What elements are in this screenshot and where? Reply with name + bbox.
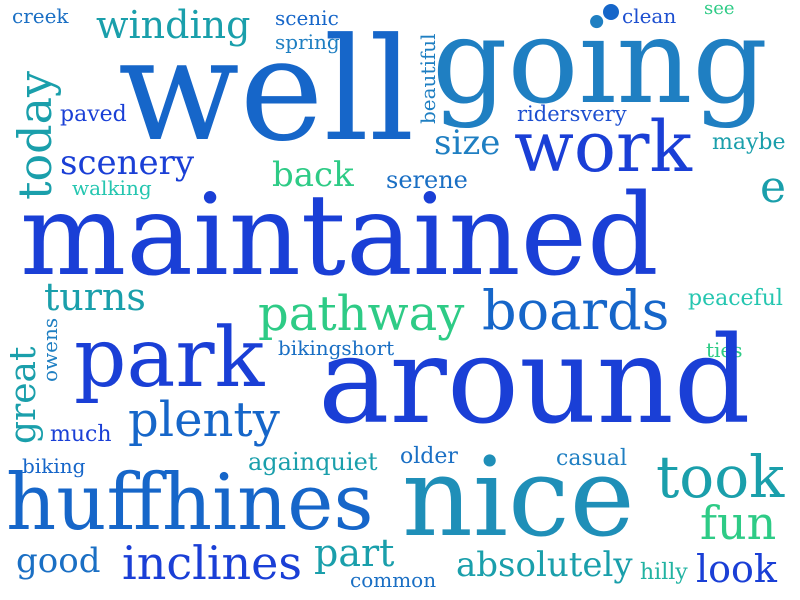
- word-serene: serene: [386, 166, 468, 194]
- word-bikingshort: bikingshort: [278, 336, 395, 360]
- word-around: around: [318, 312, 751, 451]
- word-scenic: scenic: [275, 6, 339, 30]
- word-work: work: [514, 106, 692, 188]
- word-plenty: plenty: [128, 392, 280, 448]
- word-owens: owens: [38, 317, 62, 382]
- word-ridersvery: ridersvery: [517, 102, 627, 126]
- word-againquiet: againquiet: [248, 448, 378, 476]
- word-nice: nice: [402, 433, 635, 561]
- word-look: look: [696, 547, 777, 591]
- word-winding: winding: [96, 3, 251, 47]
- word-fun: fun: [700, 496, 777, 550]
- word-spring: spring: [275, 30, 340, 54]
- word-part: part: [314, 531, 395, 575]
- word-older: older: [400, 444, 458, 469]
- word-biking: biking: [22, 454, 86, 478]
- dot-mark: [603, 4, 619, 20]
- word-size: size: [434, 123, 501, 163]
- word-boards: boards: [482, 279, 670, 342]
- word-much: much: [50, 422, 112, 447]
- word-well: well: [118, 8, 415, 173]
- word-huffhines: huffhines: [6, 458, 374, 548]
- word-turns: turns: [44, 275, 146, 319]
- word-creek: creek: [12, 4, 69, 28]
- word-scenery: scenery: [60, 143, 195, 183]
- word-hilly: hilly: [640, 560, 688, 585]
- word-clean: clean: [622, 4, 677, 28]
- word-walking: walking: [72, 176, 152, 200]
- word-great: great: [3, 346, 44, 445]
- word-park: park: [74, 311, 265, 406]
- word-inclines: inclines: [122, 536, 302, 590]
- word-e: e: [760, 162, 787, 213]
- word-paved: paved: [60, 102, 127, 127]
- word-absolutely: absolutely: [456, 545, 633, 585]
- word-ties: ties: [706, 338, 743, 362]
- word-casual: casual: [556, 446, 628, 471]
- word-beautiful: beautiful: [416, 33, 440, 124]
- word-common: common: [350, 568, 437, 592]
- word-see: see: [704, 0, 735, 19]
- word-good: good: [16, 541, 101, 581]
- word-maybe: maybe: [712, 130, 786, 155]
- word-maintained: maintained: [20, 171, 659, 301]
- word-pathway: pathway: [258, 286, 465, 342]
- word-going: going: [432, 0, 768, 130]
- word-back: back: [272, 155, 354, 195]
- word-took: took: [656, 443, 785, 511]
- word-peaceful: peaceful: [688, 286, 783, 311]
